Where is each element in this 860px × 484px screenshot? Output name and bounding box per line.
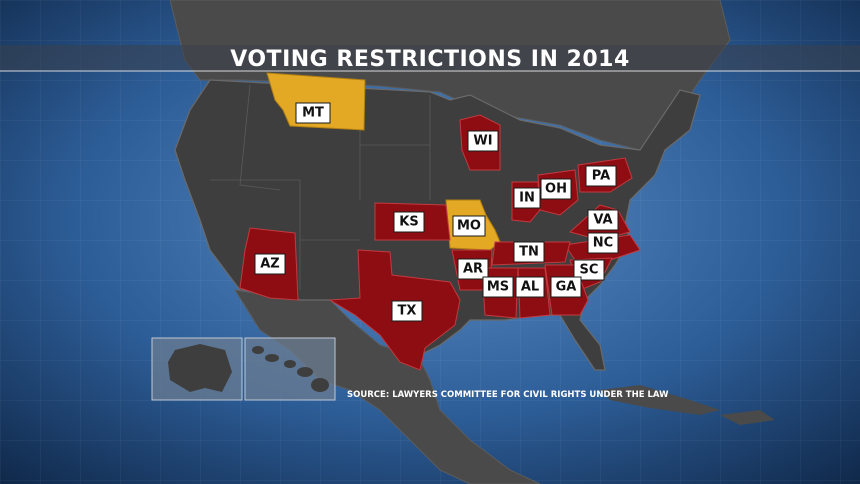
state-labels: MT WI PA OH IN KS MO VA NC TN AZ AR SC M…: [254, 102, 619, 322]
svg-text:NC: NC: [593, 236, 613, 251]
svg-text:WI: WI: [473, 134, 492, 149]
svg-text:AL: AL: [521, 280, 539, 295]
label-GA: GA: [550, 276, 582, 298]
map-title: VOTING RESTRICTIONS IN 2014: [230, 47, 630, 72]
alaska-shape: [168, 344, 232, 392]
svg-text:TX: TX: [398, 304, 417, 319]
label-AR: AR: [457, 258, 489, 280]
hispaniola-island: [720, 410, 775, 425]
label-TX: TX: [391, 300, 423, 322]
source-note: SOURCE: LAWYERS COMMITTEE FOR CIVIL RIGH…: [347, 390, 669, 400]
label-IN: IN: [513, 187, 541, 209]
label-WI: WI: [467, 130, 499, 152]
canada-land: [169, 0, 731, 151]
svg-text:IN: IN: [519, 191, 535, 206]
label-OH: OH: [540, 178, 572, 200]
label-VA: VA: [587, 209, 619, 231]
svg-text:AZ: AZ: [260, 257, 280, 272]
alaska-inset: [151, 337, 243, 401]
svg-text:TN: TN: [519, 245, 539, 260]
svg-text:PA: PA: [592, 169, 610, 184]
label-AL: AL: [515, 276, 545, 298]
label-NC: NC: [587, 232, 619, 254]
svg-text:MS: MS: [487, 280, 509, 295]
label-PA: PA: [585, 165, 617, 187]
svg-text:SC: SC: [580, 263, 599, 278]
state-borders: [210, 84, 431, 290]
label-SC: SC: [573, 259, 605, 281]
hawaii-islands: [252, 346, 329, 392]
svg-text:GA: GA: [556, 280, 577, 295]
label-MS: MS: [482, 276, 514, 298]
hawaii-inset: [244, 337, 336, 401]
svg-text:KS: KS: [399, 215, 418, 230]
label-AZ: AZ: [254, 253, 286, 275]
state-MT: [266, 72, 366, 131]
title-band: [0, 45, 860, 71]
svg-text:MO: MO: [457, 219, 481, 234]
label-MT: MT: [295, 102, 331, 124]
label-TN: TN: [513, 241, 545, 263]
svg-text:AR: AR: [463, 262, 483, 277]
svg-text:MT: MT: [302, 106, 324, 121]
svg-text:VA: VA: [593, 213, 612, 228]
label-MO: MO: [452, 215, 486, 237]
cuba-island: [600, 385, 720, 415]
label-KS: KS: [393, 211, 425, 233]
svg-text:OH: OH: [545, 182, 567, 197]
